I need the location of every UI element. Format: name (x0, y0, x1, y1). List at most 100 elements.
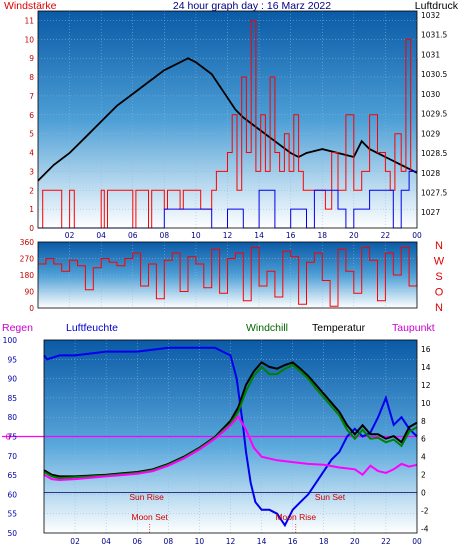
compass-letter: W (434, 256, 445, 268)
moon-annotation: Moon Rise (275, 512, 316, 522)
humidity-tick-label: 80 (7, 413, 17, 422)
direction-tick-label: 0 (29, 304, 34, 313)
temperature-tick-label: -2 (421, 507, 429, 516)
pressure-tick-label: 1027.5 (421, 188, 447, 197)
humidity-tick-label: 50 (7, 529, 17, 538)
humidity-tick-label: 95 (7, 355, 17, 364)
hour-tick-label: 10 (191, 231, 201, 240)
hour-tick-label: 08 (164, 537, 174, 546)
wind-direction-axes: 0 90 180 270 360 (20, 238, 418, 313)
pressure-tick-label: 1029 (421, 129, 440, 138)
compass-letter: N (435, 302, 443, 314)
hour-tick-label: 04 (96, 231, 106, 240)
temperature-tick-label: 4 (421, 453, 426, 462)
direction-tick-label: 270 (20, 255, 35, 264)
pressure-tick-label: 1031.5 (421, 31, 447, 40)
pressure-tick-label: 1032 (421, 11, 440, 20)
moon-annotation: Moon Set (131, 512, 168, 522)
sun-annotation: Sun Set (315, 492, 346, 502)
temperature-tick-label: 16 (421, 345, 431, 354)
wind-tick-label: 7 (29, 92, 34, 101)
sun-annotation: Sun Rise (129, 492, 164, 502)
pressure-tick-label: 1029.5 (421, 110, 447, 119)
compass-letter: O (435, 287, 444, 299)
hour-tick-label: 06 (132, 537, 142, 546)
hour-tick-label: 16 (286, 231, 296, 240)
pressure-tick-label: 1030 (421, 90, 440, 99)
compass-letter: S (435, 271, 442, 283)
temperature-tick-label: -4 (421, 525, 429, 534)
legend-luftfeuchte: Luftfeuchte (66, 322, 118, 334)
hour-tick-label: 20 (349, 231, 359, 240)
temperature-tick-label: 10 (421, 399, 431, 408)
wind-direction-line (38, 247, 418, 307)
temperature-tick-label: 12 (421, 381, 431, 390)
hour-tick-label: 20 (350, 537, 360, 546)
hour-tick-label: 02 (65, 231, 75, 240)
wind-tick-label: 8 (29, 73, 34, 82)
hour-tick-label: 22 (381, 537, 391, 546)
hour-tick-label: 02 (70, 537, 80, 546)
hour-tick-label: 14 (257, 537, 267, 546)
humidity-tick-label: 85 (7, 394, 17, 403)
series-black-line (37, 57, 418, 182)
sun-moon-annotations: Sun Rise Sun Set Moon Set Moon Rise (129, 492, 346, 533)
hour-tick-label: 04 (101, 537, 111, 546)
wind-tick-label: 3 (29, 167, 34, 176)
hour-tick-label: 18 (319, 537, 329, 546)
wind-axis-title: Windstärke (4, 0, 57, 12)
wind-tick-label: 9 (29, 54, 34, 63)
hour-tick-label: 06 (128, 231, 138, 240)
wind-tick-label: 0 (29, 224, 34, 233)
humidity-tick-label: 70 (7, 452, 17, 461)
pressure-tick-label: 1031 (421, 50, 440, 59)
pressure-tick-label: 1030.5 (421, 70, 447, 79)
hour-tick-label: 00 (412, 231, 422, 240)
humidity-tick-label: 90 (7, 375, 17, 384)
wind-tick-label: 2 (29, 186, 34, 195)
temperature-tick-label: 0 (421, 489, 426, 498)
series-magenta-line (43, 414, 418, 482)
hour-tick-label: 00 (412, 537, 422, 546)
temperature-humidity-axes: 50556065707580859095100-4-20246810121416… (3, 336, 431, 546)
pressure-tick-label: 1027 (421, 208, 440, 217)
legend-temperatur: Temperatur (312, 322, 366, 334)
legend-windchill: Windchill (246, 322, 288, 334)
series-red-line (38, 19, 418, 229)
wind-pressure-frame (37, 10, 418, 229)
humidity-tick-label: 55 (7, 510, 17, 519)
legend-taupunkt: Taupunkt (392, 322, 435, 334)
hour-tick-label: 22 (381, 231, 391, 240)
wind-direction-series (38, 247, 418, 307)
hour-tick-label: 14 (254, 231, 264, 240)
temperature-humidity-series (43, 346, 418, 528)
wind-tick-label: 10 (24, 35, 34, 44)
hour-tick-label: 12 (223, 231, 233, 240)
humidity-tick-label: 100 (3, 336, 18, 345)
temperature-tick-label: 6 (421, 435, 426, 444)
wind-direction-frame (37, 241, 418, 309)
direction-tick-label: 180 (20, 271, 35, 280)
temperature-tick-label: 8 (421, 417, 426, 426)
wind-pressure-axes: 0123456789101110271027.510281028.5102910… (24, 10, 447, 240)
wind-tick-label: 6 (29, 111, 34, 120)
hour-tick-label: 16 (288, 537, 298, 546)
temperature-tick-label: 14 (421, 363, 431, 372)
rain-tick-label: 0 (6, 433, 11, 442)
compass-letter: N (435, 240, 443, 252)
legend-regen: Regen (2, 322, 33, 334)
hour-tick-label: 10 (195, 537, 205, 546)
temperature-tick-label: 2 (421, 471, 426, 480)
temperature-humidity-frame (43, 339, 418, 534)
hour-tick-label: 12 (226, 537, 236, 546)
wind-tick-label: 1 (29, 205, 34, 214)
humidity-tick-label: 75 (7, 433, 17, 442)
wind-tick-label: 11 (24, 16, 34, 25)
hour-tick-label: 08 (160, 231, 170, 240)
pressure-tick-label: 1028 (421, 169, 440, 178)
wind-tick-label: 5 (29, 130, 34, 139)
wind-tick-label: 4 (29, 149, 34, 158)
hour-tick-label: 18 (317, 231, 327, 240)
